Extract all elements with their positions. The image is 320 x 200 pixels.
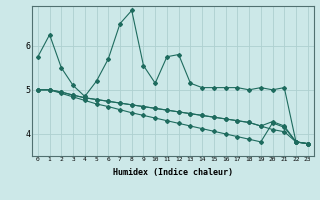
- X-axis label: Humidex (Indice chaleur): Humidex (Indice chaleur): [113, 168, 233, 177]
